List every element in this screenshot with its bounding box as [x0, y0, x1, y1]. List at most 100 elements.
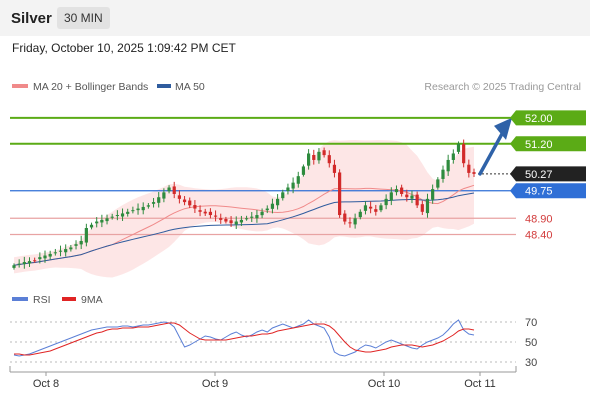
candle	[374, 204, 378, 216]
candle-body	[151, 202, 156, 204]
x-tick-label: Oct 11	[464, 378, 496, 390]
candle	[136, 203, 140, 215]
legend-ma50-label: MA 50	[175, 81, 205, 93]
candle-body	[126, 211, 130, 214]
candle-body	[456, 143, 461, 152]
candle	[255, 209, 259, 223]
candle-body	[384, 198, 388, 206]
candles	[12, 139, 476, 270]
candle-body	[162, 192, 166, 199]
candle	[291, 177, 295, 194]
candle	[172, 181, 176, 199]
candle	[415, 191, 419, 209]
candle	[275, 194, 280, 210]
candle-body	[291, 182, 295, 189]
candle-body	[146, 205, 150, 207]
candle-body	[33, 260, 37, 262]
candle	[260, 208, 264, 219]
support-level-label: 48.40	[525, 229, 553, 241]
candle	[151, 197, 156, 208]
candle-body	[188, 200, 192, 206]
candle	[177, 190, 181, 204]
candle	[363, 201, 368, 215]
forecast-arrow-head	[494, 117, 512, 140]
candle-body	[79, 240, 83, 245]
candle-body	[436, 179, 440, 188]
candle	[115, 210, 119, 221]
candle-body	[431, 189, 435, 200]
candle-body	[446, 159, 450, 172]
candle-body	[27, 261, 32, 264]
candle-body	[239, 219, 244, 223]
candle	[33, 257, 37, 263]
candle-body	[301, 166, 306, 175]
candle	[167, 185, 171, 194]
candle	[120, 208, 125, 221]
candle-body	[213, 215, 218, 217]
candle-body	[260, 211, 264, 216]
candle	[95, 217, 99, 228]
candle-body	[198, 210, 202, 212]
candle	[48, 250, 52, 260]
candle	[234, 216, 238, 230]
header: Silver 30 MIN	[0, 0, 590, 36]
target-level-tag: 51.20	[510, 136, 586, 152]
candle	[69, 244, 73, 252]
candle	[307, 149, 311, 170]
candle-body	[467, 164, 471, 173]
candle-body	[100, 219, 104, 223]
forecast-arrow	[478, 117, 512, 176]
candle-body	[451, 153, 455, 160]
candle-body	[43, 255, 47, 259]
candle-body	[369, 206, 373, 209]
candle-body	[420, 204, 424, 212]
candle	[384, 194, 388, 210]
candle-body	[327, 155, 331, 164]
rsi-tick-label: 50	[525, 337, 537, 349]
candle-body	[84, 228, 88, 243]
candle-body	[394, 189, 399, 193]
candle	[188, 197, 192, 209]
level-labels: 52.00 51.20 50.27 49.75 48.90 48.40	[510, 110, 586, 241]
candle	[53, 248, 57, 256]
candle-body	[157, 197, 161, 203]
candle	[420, 200, 424, 215]
candle	[296, 171, 300, 188]
candle	[27, 257, 32, 267]
candle	[141, 202, 145, 215]
candle	[436, 177, 440, 190]
candle-body	[400, 187, 404, 194]
candle-body	[270, 203, 275, 209]
candle-body	[379, 205, 383, 211]
candle	[58, 245, 63, 257]
candle-body	[95, 221, 99, 224]
x-tick-label: Oct 8	[33, 378, 59, 390]
candle	[157, 192, 161, 208]
candle	[79, 235, 83, 250]
rsi-grid: 70 50 30	[10, 317, 537, 369]
candle-body	[462, 144, 466, 164]
candle-body	[120, 213, 125, 217]
candle-body	[405, 194, 409, 198]
candle-body	[182, 199, 187, 203]
candle-body	[48, 253, 52, 257]
price-tag-shape	[510, 166, 586, 182]
candle-body	[136, 208, 140, 211]
candle-body	[12, 265, 16, 268]
candle	[405, 189, 409, 202]
candle	[208, 208, 213, 219]
candle	[353, 213, 357, 229]
candle-body	[105, 218, 109, 222]
candle-body	[425, 198, 430, 214]
timeframe-badge[interactable]: 30 MIN	[57, 7, 110, 29]
candle	[146, 203, 150, 209]
candle-body	[332, 164, 337, 173]
candle	[317, 148, 321, 164]
candle-body	[167, 187, 171, 192]
candle	[74, 240, 78, 250]
candle	[17, 259, 21, 268]
candle-body	[69, 247, 73, 250]
candle	[219, 213, 223, 224]
target-tag-shape	[510, 136, 586, 152]
candle-body	[22, 262, 26, 265]
